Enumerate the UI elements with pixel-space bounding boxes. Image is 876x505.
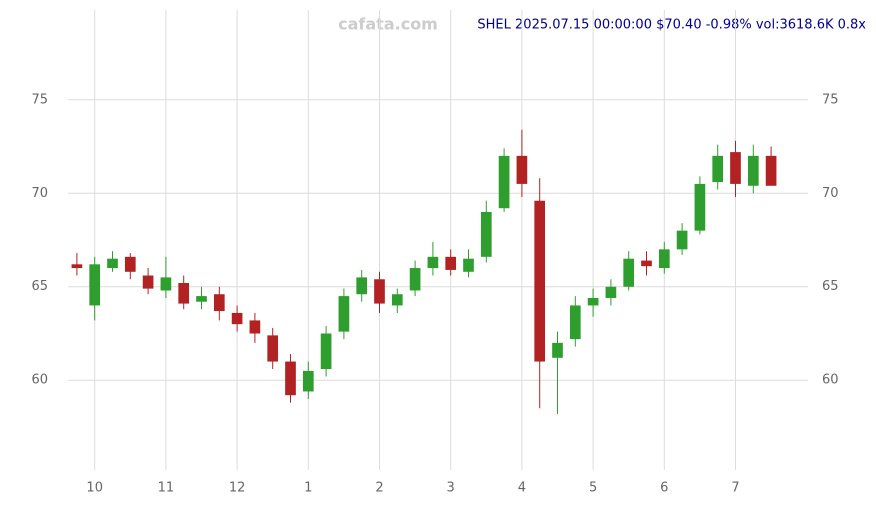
candle-body	[231, 312, 243, 325]
candle-body	[712, 155, 724, 183]
y-tick-label-right: 75	[822, 92, 839, 107]
candle-body	[605, 286, 617, 298]
x-tick-label: 10	[86, 481, 103, 496]
candle-body	[730, 152, 741, 184]
y-tick-label: 75	[31, 92, 48, 107]
candle-body	[623, 258, 635, 287]
candle-body	[445, 256, 457, 270]
y-tick-label-right: 70	[822, 186, 839, 201]
x-tick-label: 4	[518, 481, 526, 496]
candle-body	[498, 155, 510, 209]
candle-body	[463, 258, 474, 272]
candle-body	[302, 370, 314, 392]
x-tick-label: 2	[375, 481, 383, 496]
candle-body	[391, 294, 403, 306]
candle-body	[374, 279, 385, 304]
y-tick-label: 60	[31, 373, 48, 388]
candle-body	[569, 305, 581, 340]
x-tick-label: 5	[589, 481, 597, 496]
x-tick-label: 6	[660, 481, 668, 496]
candle-body	[107, 258, 118, 269]
candle-body	[160, 277, 172, 291]
candle-body	[552, 342, 563, 358]
y-tick-label-right: 60	[822, 373, 839, 388]
candle-body	[71, 264, 83, 269]
candle-body	[213, 294, 225, 312]
x-tick-label: 11	[158, 481, 175, 496]
candle-body	[427, 256, 439, 269]
candle-body	[516, 155, 528, 184]
candle-body	[142, 275, 154, 289]
x-tick-label: 3	[447, 481, 455, 496]
x-tick-label: 12	[229, 481, 246, 496]
candle-body	[89, 264, 101, 306]
candle-body	[534, 200, 546, 362]
candle-body	[249, 320, 261, 334]
candle-body	[747, 155, 759, 186]
y-tick-label: 70	[31, 186, 48, 201]
candle-body	[267, 335, 279, 362]
candle-body	[480, 211, 492, 257]
chart-title: SHEL 2025.07.15 00:00:00 $70.40 -0.98% v…	[477, 18, 866, 33]
candle-body	[178, 283, 190, 304]
x-tick-label: 7	[731, 481, 739, 496]
y-tick-label: 65	[31, 279, 48, 294]
candle-body	[694, 183, 706, 231]
candle-body	[676, 230, 688, 250]
y-tick-label-right: 65	[822, 279, 839, 294]
candle-body	[338, 296, 350, 332]
candle-body	[285, 361, 296, 396]
candle-body	[641, 260, 652, 267]
candle-body	[124, 256, 136, 272]
x-tick-label: 1	[304, 481, 312, 496]
candle-body	[196, 296, 207, 302]
candle-body	[409, 268, 421, 291]
candle-body	[765, 155, 777, 186]
candle-body	[320, 333, 332, 370]
candle-body	[356, 277, 368, 295]
watermark: cafata.com	[338, 15, 438, 34]
candle-body	[658, 249, 670, 269]
candle-body	[587, 297, 599, 306]
